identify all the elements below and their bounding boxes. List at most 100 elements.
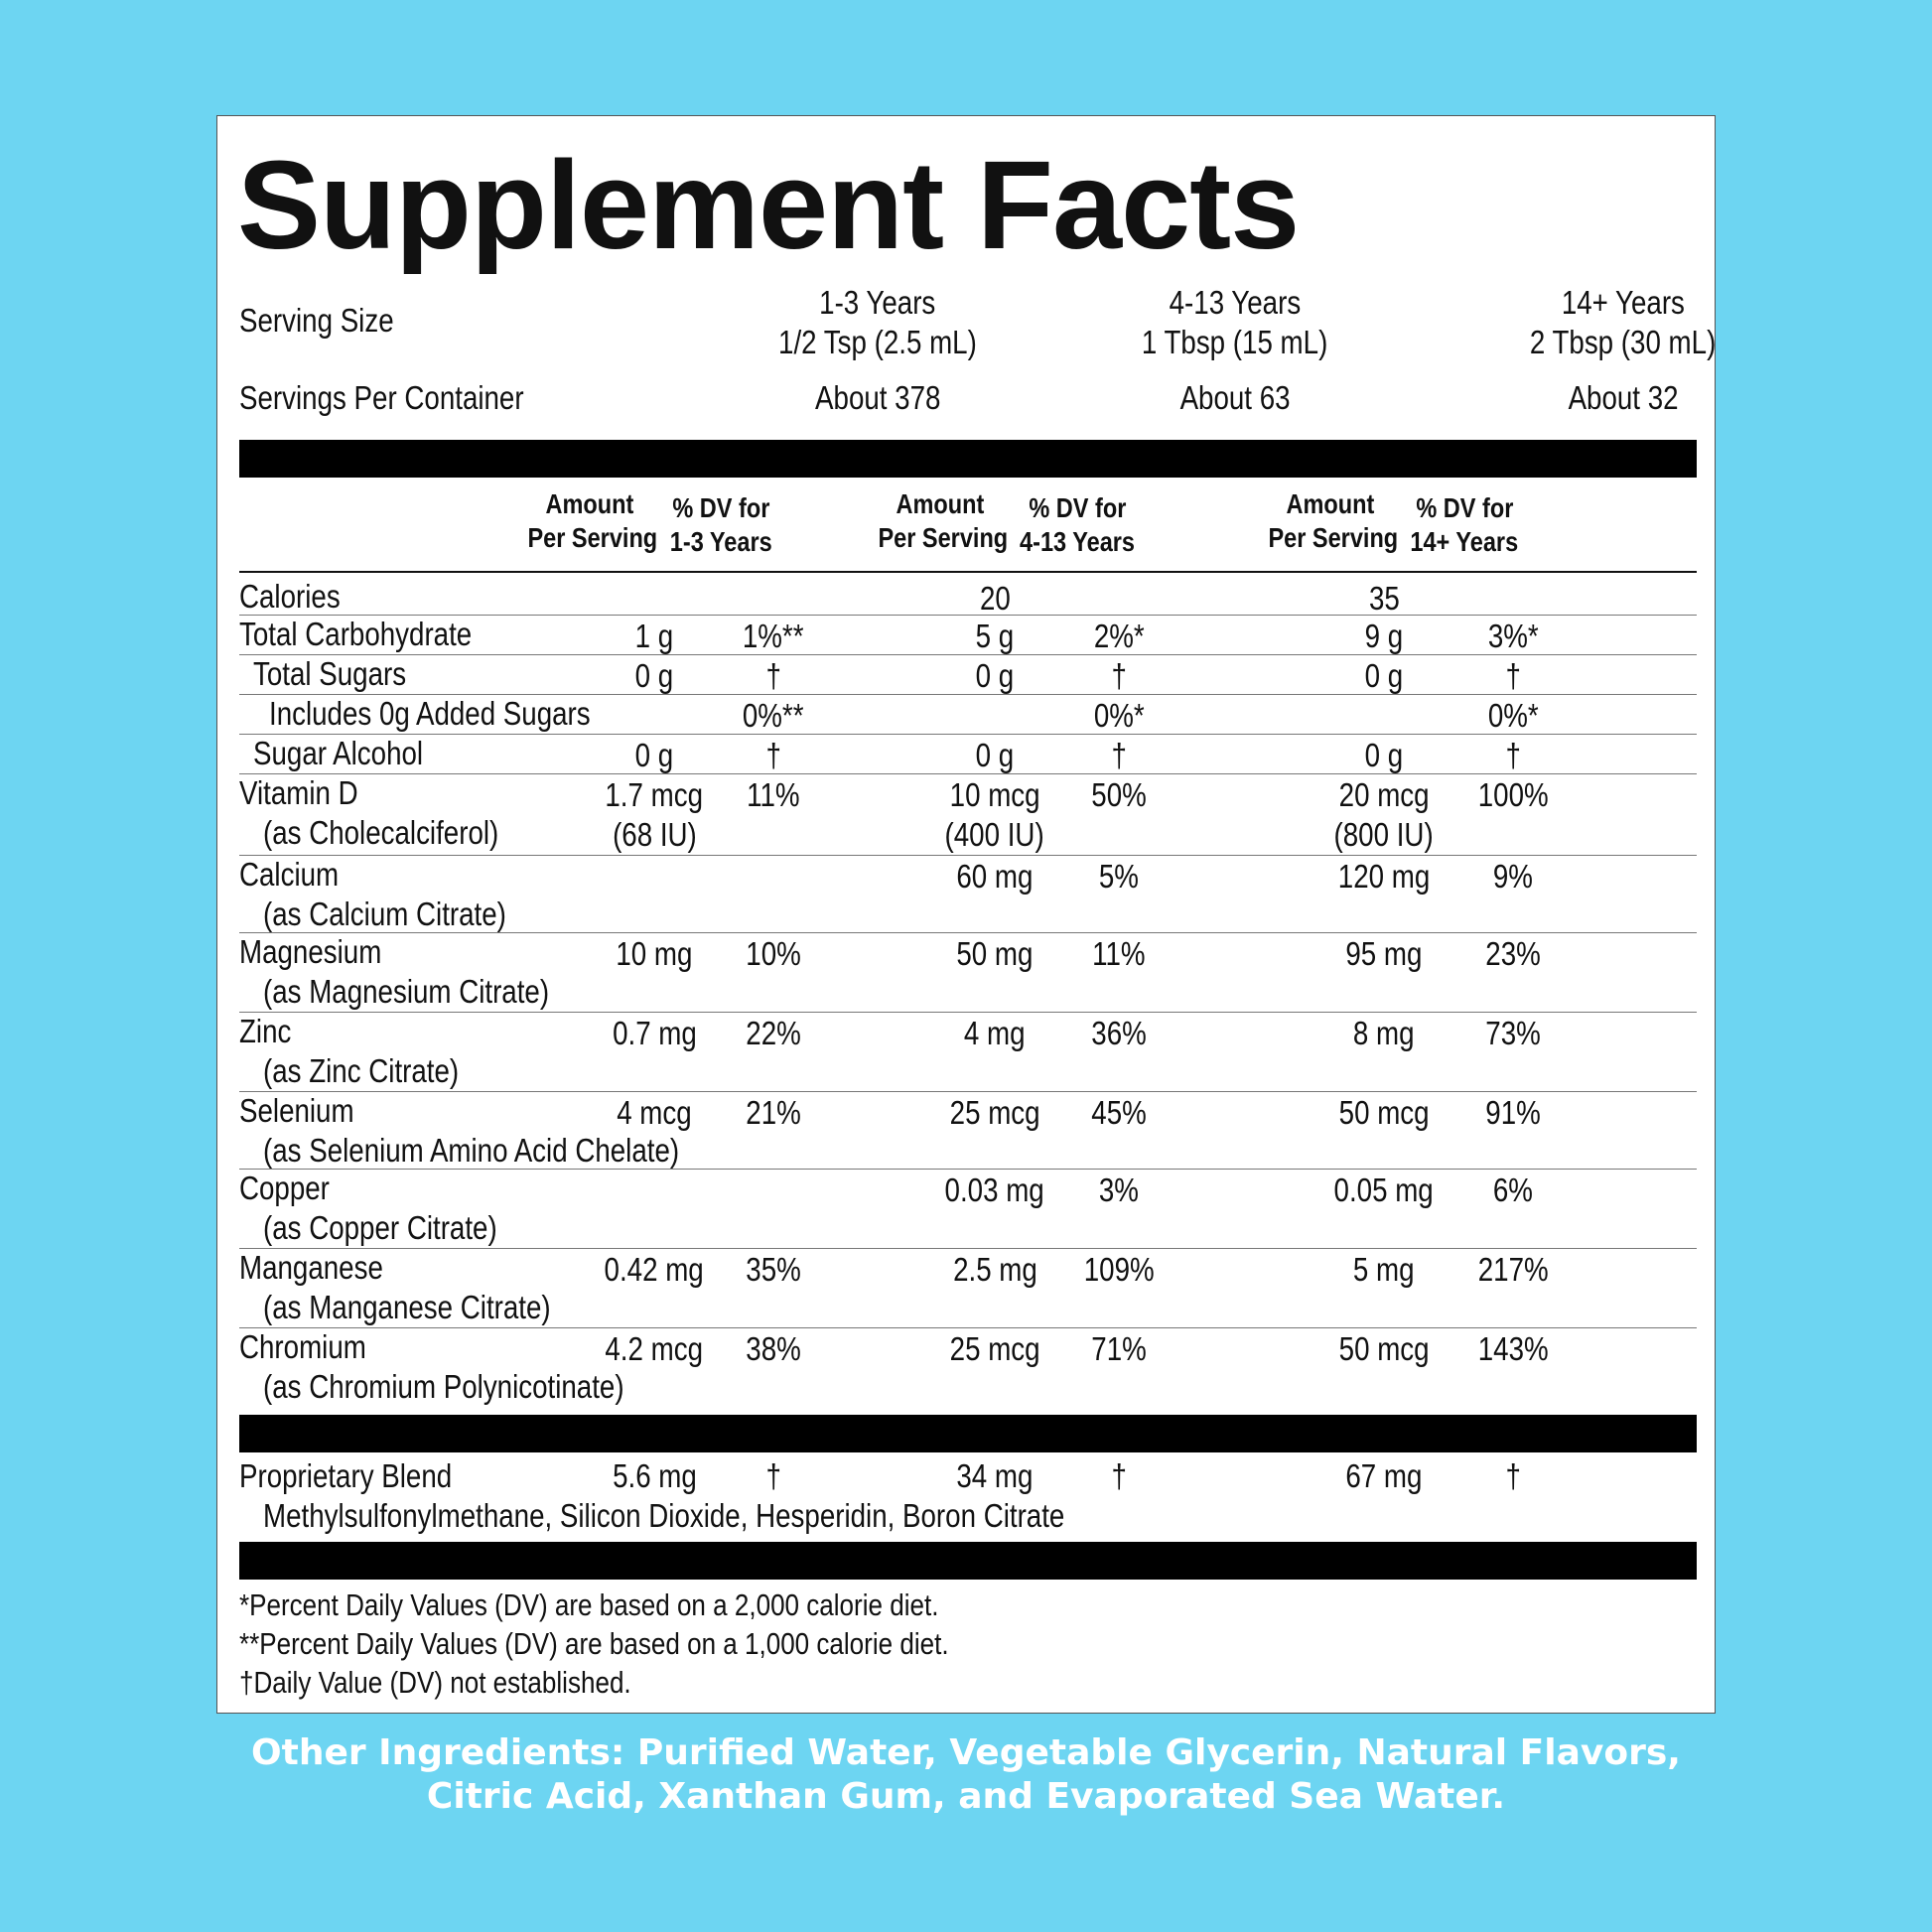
table-row: Chromium (as Chromium Polynicotinate) 4.2 … [217,1327,1715,1411]
table-row: Vitamin D (as Cholecalciferol) 1.7 mcg 11% 1… [217,773,1715,855]
nutrient-name-includes-0g-added-sugars: Includes 0g Added Sugars [269,695,591,732]
blend-dv-3: † [1505,1457,1521,1494]
table-row: Total Carbohydrate 1 g 1%** 5 g 2%* 9 g 3%* [217,615,1715,654]
supplement-facts-panel: Supplement Facts Serving Size Servings P… [216,115,1717,1714]
manganese-dv-2: 109% [1083,1251,1155,1288]
magnesium-dv-1: 10% [746,935,801,972]
nutrient-name-calcium: Calcium [239,856,340,893]
zinc-amount-1: 0.7 mg [612,1015,697,1051]
vitamin-d-iu-1: (68 IU) [612,816,697,853]
vitamin-d-dv-1: 11% [747,776,800,813]
nutrient-name-total-sugars: Total Sugars [253,655,407,692]
selenium-amount-2: 25 mcg [949,1094,1040,1131]
footnote-dagger: †Daily Value (DV) not established. [239,1665,631,1700]
page-title: Supplement Facts [237,135,1300,275]
nutrient-name-calories: Calories [239,578,341,615]
row-divider [239,694,1697,695]
manganese-amount-1: 0.42 mg [604,1251,705,1288]
calcium-amount-3: 120 mg [1337,858,1431,895]
row-divider [239,1327,1697,1328]
servings-per-container-2: About 63 [1179,379,1291,416]
blend-amount-1: 5.6 mg [612,1457,697,1494]
nutrient-name-selenium: Selenium [239,1092,354,1129]
nutrient-name-copper: Copper [239,1170,330,1206]
chromium-amount-3: 50 mcg [1338,1330,1430,1367]
chromium-dv-2: 71% [1091,1330,1147,1367]
calories-amount-3: 35 [1368,580,1400,617]
row-divider [239,1091,1697,1092]
nutrient-source-magnesium: (as Magnesium Citrate) [263,973,550,1010]
total-sugars-amount-3: 0 g [1364,657,1404,694]
calories-amount-2: 20 [979,580,1011,617]
total-sugars-dv-1: † [765,657,781,694]
serving-age-3: 14+ Years [1561,284,1686,321]
total-carbohydrate-dv-2: 2%* [1093,618,1145,654]
vitamin-d-iu-3: (800 IU) [1333,816,1435,853]
row-divider [239,654,1697,655]
total-carbohydrate-dv-1: 1%** [743,618,804,654]
total-carbohydrate-amount-1: 1 g [634,618,674,654]
magnesium-amount-3: 95 mg [1345,935,1423,972]
blend-amount-2: 34 mg [956,1457,1034,1494]
vitamin-d-amount-1: 1.7 mcg [605,776,704,813]
sugar-alcohol-amount-3: 0 g [1364,737,1404,773]
serving-size-3: 2 Tbsp (30 mL) [1530,324,1717,360]
thick-divider [239,440,1697,478]
row-divider [239,932,1697,933]
zinc-dv-2: 36% [1091,1015,1147,1051]
copper-amount-2: 0.03 mg [944,1172,1045,1208]
thick-divider [239,1542,1697,1580]
manganese-amount-2: 2.5 mg [952,1251,1037,1288]
serving-size-1: 1/2 Tsp (2.5 mL) [778,324,977,360]
serving-age-1: 1-3 Years [819,284,936,321]
servings-per-container-label: Servings Per Container [239,379,524,416]
sugar-alcohol-amount-2: 0 g [975,737,1015,773]
row-divider [239,1248,1697,1249]
total-sugars-amount-1: 0 g [634,657,674,694]
nutrient-name-manganese: Manganese [239,1249,383,1286]
calcium-dv-3: 9% [1492,858,1534,895]
sugar-alcohol-dv-1: † [765,737,781,773]
servings-per-container-1: About 378 [814,379,941,416]
row-divider [239,1169,1697,1170]
header-rule [239,571,1697,573]
table-row: Manganese (as Manganese Citrate) 0.42 mg 35… [217,1248,1715,1327]
blend-amount-3: 67 mg [1345,1457,1423,1494]
serving-age-2: 4-13 Years [1169,284,1302,321]
vitamin-d-dv-3: 100% [1477,776,1549,813]
magnesium-dv-2: 11% [1092,935,1146,972]
selenium-amount-3: 50 mcg [1338,1094,1430,1131]
copper-amount-3: 0.05 mg [1333,1172,1435,1208]
row-divider [239,734,1697,735]
vitamin-d-amount-3: 20 mcg [1338,776,1430,813]
table-row: Sugar Alcohol 0 g † 0 g † 0 g † [217,734,1715,773]
total-carbohydrate-dv-3: 3%* [1487,618,1539,654]
zinc-dv-3: 73% [1485,1015,1541,1051]
header-amount-2: Amount Per Serving [878,488,1009,553]
calcium-dv-2: 5% [1098,858,1140,895]
selenium-amount-1: 4 mcg [617,1094,692,1131]
nutrient-source-zinc: (as Zinc Citrate) [263,1052,460,1089]
selenium-dv-2: 45% [1091,1094,1147,1131]
nutrient-name-sugar-alcohol: Sugar Alcohol [253,735,424,771]
header-amount-3: Amount Per Serving [1268,488,1399,553]
nutrient-source-manganese: (as Manganese Citrate) [263,1289,551,1325]
blend-ingredients: Methylsulfonylmethane, Silicon Dioxide, … [263,1497,1065,1534]
nutrient-name-chromium: Chromium [239,1328,366,1365]
row-divider [239,773,1697,774]
zinc-amount-3: 8 mg [1353,1015,1415,1051]
chromium-dv-1: 38% [746,1330,801,1367]
table-row: Zinc (as Zinc Citrate) 0.7 mg 22% 4 mg 36% 8 m… [217,1012,1715,1091]
chromium-dv-3: 143% [1477,1330,1549,1367]
blend-dv-1: † [765,1457,781,1494]
includes-0g-added-sugars-dv-2: 0%* [1093,697,1145,734]
table-row: Magnesium (as Magnesium Citrate) 10 mg 10% 5… [217,932,1715,1012]
blend-name: Proprietary Blend [239,1457,453,1494]
chromium-amount-1: 4.2 mcg [605,1330,704,1367]
row-divider [239,1012,1697,1013]
other-ingredients-line-1: Other Ingredients: Purified Water, Veget… [251,1732,1681,1773]
footnote-2000: *Percent Daily Values (DV) are based on … [239,1587,939,1622]
sugar-alcohol-dv-2: † [1111,737,1127,773]
zinc-amount-2: 4 mg [964,1015,1026,1051]
serving-size-label: Serving Size [239,302,394,339]
